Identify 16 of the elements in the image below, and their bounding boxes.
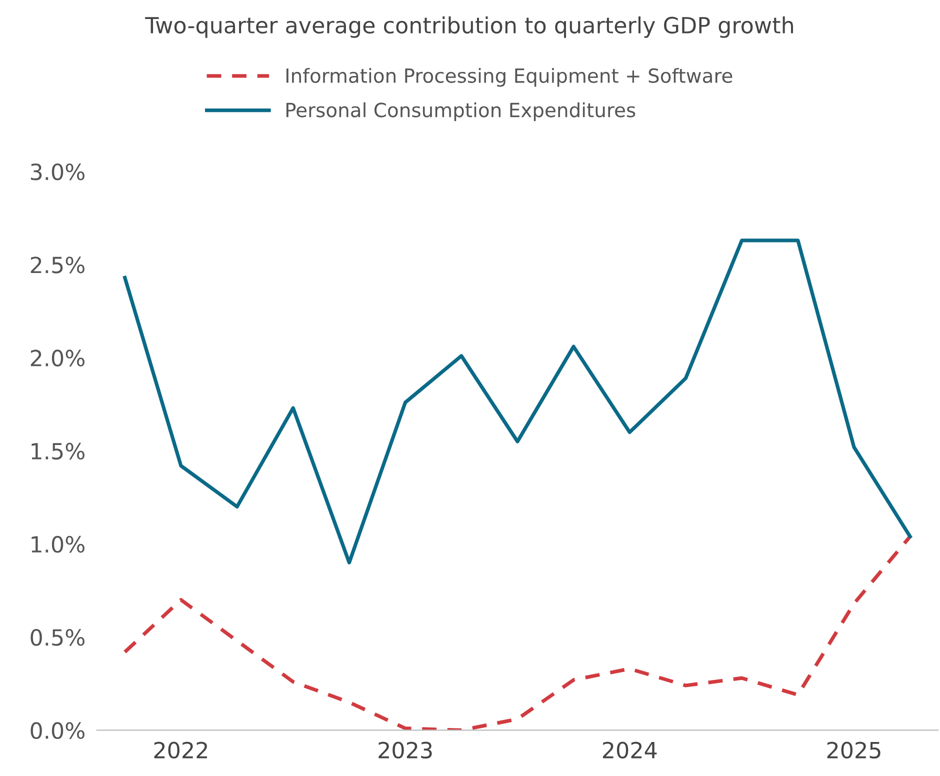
- line-series: [123, 534, 912, 730]
- legend-label: Personal Consumption Expenditures: [286, 102, 636, 122]
- legend-label: Information Processing Equipment + Software: [286, 68, 732, 87]
- x-tick-label: 2024: [602, 742, 657, 759]
- chart-title: Two-quarter average contribution to quarterly GDP growth: [145, 16, 793, 38]
- y-tick-label: 1.5%: [32, 442, 84, 460]
- y-tick-label: 0.0%: [30, 722, 84, 739]
- x-tick-label: 2022: [154, 742, 207, 759]
- x-tick-label: 2023: [378, 742, 432, 759]
- line-series: [123, 238, 912, 564]
- y-tick-label: 2.0%: [30, 350, 84, 366]
- y-tick-label: 0.5%: [30, 629, 84, 646]
- y-tick-label: 2.5%: [30, 256, 84, 274]
- y-tick-label: 1.0%: [32, 536, 84, 553]
- y-tick-label: 3.0%: [30, 163, 84, 180]
- x-tick-label: 2025: [827, 742, 880, 759]
